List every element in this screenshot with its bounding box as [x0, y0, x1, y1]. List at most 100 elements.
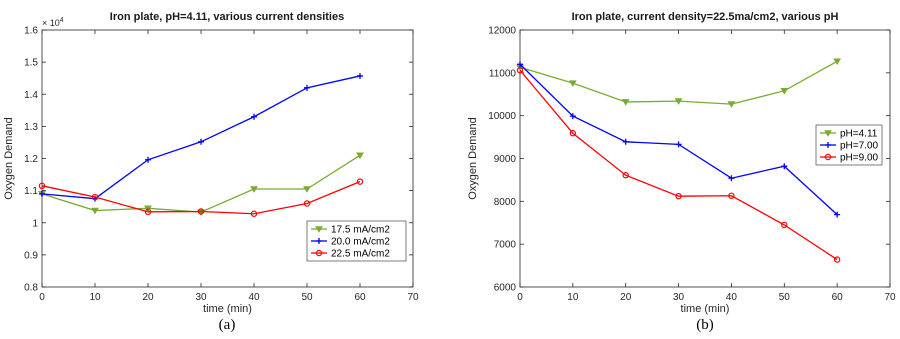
data-point — [675, 192, 682, 200]
x-tick-label: 50 — [779, 292, 791, 303]
chart-panel-a: Iron plate, pH=4.11, various current den… — [3, 11, 419, 333]
y-tick-label: 7000 — [494, 240, 517, 251]
legend-marker — [824, 153, 832, 161]
y-tick-label: 0.9 — [24, 250, 38, 261]
data-point — [198, 138, 204, 145]
data-point — [91, 193, 99, 201]
series-1 — [516, 58, 842, 108]
x-tick-label: 20 — [620, 292, 632, 303]
data-point — [250, 210, 258, 217]
legend-label: 22.5 mA/cm2 — [331, 249, 390, 260]
data-point — [833, 58, 842, 66]
data-point — [39, 190, 45, 197]
chart-title: Iron plate, pH=4.11, various current den… — [110, 11, 344, 23]
x-tick-label: 30 — [673, 292, 685, 303]
x-tick-label: 10 — [567, 292, 579, 303]
legend-label: pH=7.00 — [840, 141, 879, 152]
legend-label: pH=4.11 — [840, 129, 878, 140]
data-point — [621, 99, 630, 106]
data-point — [356, 178, 364, 185]
data-point — [674, 98, 683, 105]
data-point — [833, 256, 841, 263]
x-axis-label: time (min) — [681, 303, 730, 315]
data-point — [516, 67, 524, 74]
data-point — [303, 186, 311, 193]
x-tick-label: 60 — [354, 292, 366, 303]
data-point — [357, 72, 363, 79]
data-point — [675, 141, 682, 148]
x-tick-label: 50 — [301, 292, 313, 303]
data-point — [304, 84, 310, 91]
data-point — [144, 208, 152, 216]
series-2 — [39, 72, 363, 202]
y-tick-label: 8000 — [494, 197, 517, 208]
data-point — [727, 101, 736, 108]
series-2 — [517, 61, 841, 218]
data-point — [356, 152, 364, 160]
series-line — [41, 181, 361, 215]
legend-label: 17.5 mA/cm2 — [331, 225, 390, 236]
data-point — [569, 113, 576, 120]
data-point — [728, 192, 735, 199]
series-3 — [38, 178, 364, 217]
x-tick-label: 40 — [726, 292, 738, 303]
y-tick-label: 1.4 — [24, 90, 38, 101]
x-tick-label: 0 — [517, 292, 523, 303]
data-point — [622, 172, 629, 179]
series-line — [519, 69, 838, 261]
x-tick-label: 30 — [195, 292, 207, 303]
data-point — [728, 175, 735, 182]
data-point — [568, 80, 577, 87]
y-tick-label: 0.8 — [24, 283, 38, 294]
data-point — [197, 208, 205, 215]
panel-label: (b) — [696, 317, 714, 333]
data-point — [251, 113, 257, 120]
y-tick-label: 1.2 — [24, 154, 38, 165]
y-axis-label: Oxygen Demand — [467, 117, 479, 200]
x-tick-label: 0 — [39, 292, 45, 303]
x-tick-label: 20 — [142, 292, 154, 303]
data-point — [781, 221, 788, 229]
data-point — [303, 200, 311, 207]
data-point — [622, 138, 629, 145]
y-tick-label: 6000 — [494, 283, 517, 294]
legend-marker — [825, 142, 831, 148]
legend-marker — [824, 130, 832, 137]
legend-marker — [315, 249, 323, 257]
data-point — [781, 163, 788, 170]
legend-marker — [316, 238, 322, 244]
x-tick-label: 40 — [248, 292, 260, 303]
data-point — [780, 88, 789, 95]
legend-marker — [315, 226, 323, 233]
legend-label: pH=9.00 — [840, 153, 879, 164]
y-axis-exponent: × 104 — [42, 17, 64, 28]
y-tick-label: 11000 — [489, 68, 517, 79]
y-tick-label: 10000 — [488, 111, 516, 122]
data-point — [91, 207, 99, 215]
panel-label: (a) — [219, 317, 236, 333]
data-point — [38, 182, 46, 190]
data-point — [834, 211, 841, 218]
x-axis-label: time (min) — [203, 303, 252, 315]
y-tick-label: 1.5 — [24, 58, 38, 69]
data-point — [144, 205, 152, 213]
data-point — [517, 61, 523, 68]
x-tick-label: 70 — [884, 292, 896, 303]
y-tick-label: 12000 — [488, 26, 516, 37]
x-tick-label: 70 — [407, 292, 419, 303]
data-point — [250, 186, 258, 193]
y-tick-label: 9000 — [494, 154, 517, 165]
series-3 — [516, 67, 841, 263]
legend-label: 20.0 mA/cm2 — [331, 237, 390, 248]
data-point — [145, 156, 151, 163]
y-axis-label: Oxygen Demand — [3, 117, 15, 200]
x-tick-label: 10 — [89, 292, 101, 303]
y-tick-label: 1.1 — [24, 186, 38, 197]
x-tick-label: 60 — [832, 292, 844, 303]
chart-title: Iron plate, current density=22.5ma/cm2, … — [572, 11, 839, 23]
y-tick-label: 1.3 — [24, 122, 38, 133]
y-tick-label: 1 — [32, 218, 38, 229]
